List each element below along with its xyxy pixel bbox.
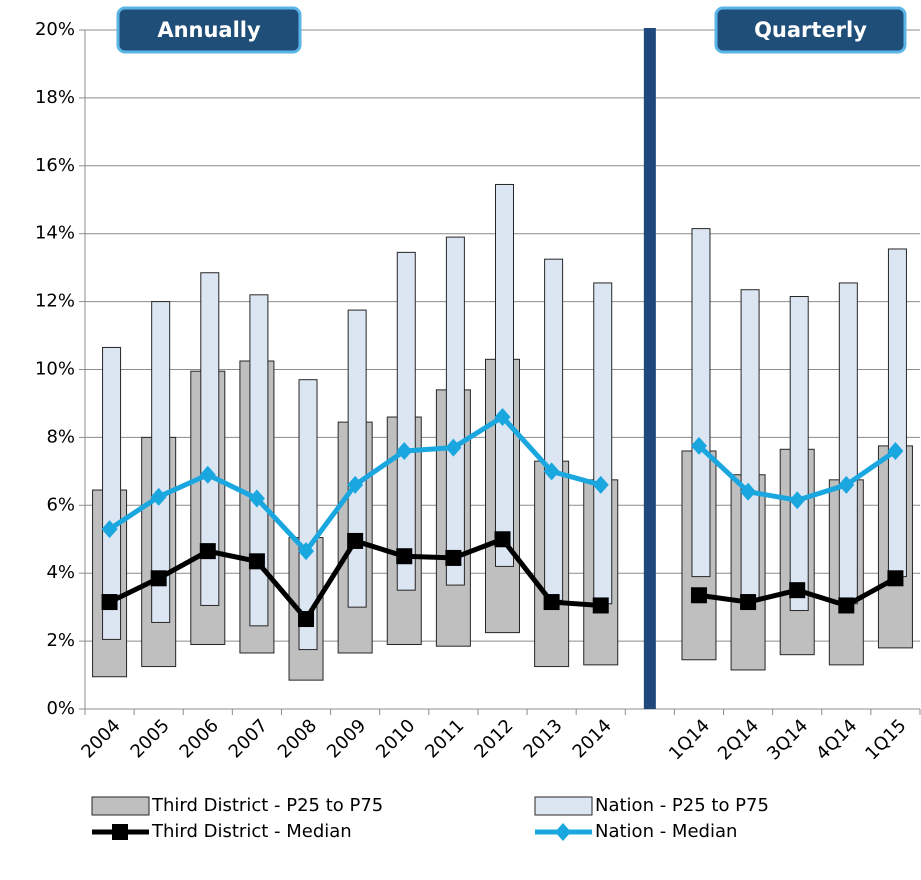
x-tick-label: 2006: [176, 715, 223, 762]
range-bar: [887, 248, 907, 578]
y-tick-label: 2%: [46, 630, 75, 651]
marker: [150, 487, 167, 506]
x-tick-label: 3Q14: [763, 715, 812, 764]
x-tick-label: 2007: [225, 715, 272, 762]
marker: [690, 587, 707, 604]
legend-label: Third District - P25 to P75: [151, 795, 383, 816]
marker: [248, 489, 265, 508]
marker: [592, 597, 609, 614]
marker: [789, 491, 806, 510]
y-tick-label: 16%: [35, 155, 75, 176]
marker: [543, 594, 560, 611]
marker: [838, 475, 855, 494]
legend-swatch: [91, 796, 150, 816]
legend-item: Third District - P25 to P75: [91, 795, 383, 816]
marker: [347, 475, 364, 494]
range-bar: [347, 309, 367, 608]
range-bar: [495, 183, 514, 567]
y-tick-label: 14%: [35, 223, 75, 244]
x-tick-label: 4Q14: [812, 715, 861, 764]
marker: [887, 441, 904, 460]
range-bar: [593, 282, 613, 605]
marker: [445, 438, 462, 457]
x-tick-label: 2010: [372, 715, 419, 762]
legend-label: Third District - Median: [151, 821, 352, 842]
marker: [543, 462, 560, 481]
x-tick-label: 2008: [274, 715, 321, 762]
range-bar: [789, 296, 809, 612]
x-tick-label: 2011: [421, 715, 468, 762]
range-bar: [298, 379, 318, 651]
range-bar: [200, 272, 220, 606]
y-tick-label: 18%: [35, 87, 75, 108]
marker: [248, 553, 265, 570]
marker: [396, 441, 413, 460]
marker: [101, 520, 118, 539]
x-tick-label: 2014: [569, 715, 616, 762]
y-tick-label: 0%: [46, 698, 75, 719]
legend-item: Nation - P25 to P75: [534, 795, 769, 816]
marker: [199, 543, 216, 560]
x-tick-label: 2004: [77, 715, 124, 762]
range-bar: [838, 282, 858, 605]
range-bar: [151, 301, 171, 623]
marker: [101, 594, 118, 611]
marker: [494, 408, 511, 427]
range-bar: [691, 228, 711, 578]
y-tick-label: 10%: [35, 359, 75, 380]
marker: [740, 594, 757, 611]
range-bar: [249, 294, 269, 627]
legend-item: Third District - Median: [92, 821, 352, 842]
y-tick-label: 6%: [46, 494, 75, 515]
range-bar: [544, 258, 564, 601]
marker: [592, 475, 609, 494]
legend-label: Nation - Median: [595, 821, 737, 842]
marker: [494, 531, 511, 548]
marker: [838, 597, 855, 614]
annotation-box: [714, 6, 907, 54]
y-tick-label: 12%: [35, 291, 75, 312]
marker: [887, 570, 904, 587]
marker: [347, 532, 364, 549]
range-bar: [396, 251, 416, 591]
range-bar: [445, 236, 465, 586]
marker: [112, 824, 128, 840]
range-bar: [740, 289, 760, 601]
marker: [740, 482, 757, 501]
x-tick-label: 2013: [519, 715, 566, 762]
x-tick-label: 2005: [127, 715, 174, 762]
range-bar: [102, 346, 122, 640]
marker: [396, 548, 413, 565]
y-tick-label: 8%: [46, 426, 75, 447]
annotation-box: [116, 6, 302, 54]
marker: [150, 570, 167, 587]
legend-swatch: [534, 796, 593, 816]
x-tick-label: 2009: [323, 715, 370, 762]
marker: [298, 542, 315, 561]
x-tick-label: 2012: [470, 715, 517, 762]
marker: [199, 465, 216, 484]
x-tick-label: 2Q14: [714, 715, 763, 764]
legend-label: Nation - P25 to P75: [595, 795, 769, 816]
annotation: Quarterly: [754, 18, 867, 42]
marker: [690, 436, 707, 455]
annotation: Annually: [157, 18, 261, 42]
x-tick-label: 1Q15: [861, 715, 910, 764]
divider: [643, 28, 656, 709]
marker: [789, 582, 806, 599]
marker: [555, 823, 571, 841]
x-tick-label: 1Q14: [665, 715, 714, 764]
marker: [445, 549, 462, 566]
marker: [298, 611, 315, 628]
y-tick-label: 20%: [35, 19, 75, 40]
y-tick-label: 4%: [46, 562, 75, 583]
